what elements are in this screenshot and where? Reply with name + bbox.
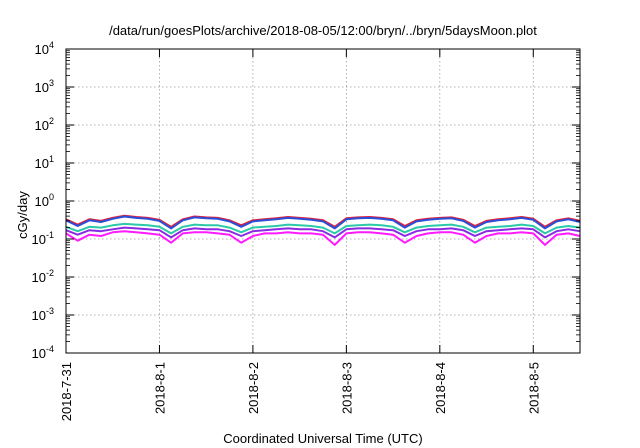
series-line-5 <box>65 230 581 246</box>
chart-title: /data/run/goesPlots/archive/2018-08-05/1… <box>109 23 537 38</box>
series-layer <box>65 214 581 246</box>
y-tick-label-exponent: 3 <box>49 78 54 88</box>
y-tick-label: 100 <box>35 192 54 209</box>
y-tick-label: 103 <box>35 78 54 95</box>
y-tick-label: 10-2 <box>32 268 54 285</box>
y-tick-label-base: 10 <box>35 118 49 133</box>
y-tick-label-base: 10 <box>32 346 46 361</box>
x-tick-label: 2018-7-31 <box>59 362 74 421</box>
y-tick-label: 104 <box>35 40 54 57</box>
series-line-3 <box>65 222 581 235</box>
y-tick-label-base: 10 <box>32 308 46 323</box>
y-tick-label-exponent: 1 <box>49 154 54 164</box>
x-tick-label: 2018-8-5 <box>526 362 541 414</box>
y-tick-label-exponent: -2 <box>46 268 54 278</box>
y-tick-label: 10-4 <box>32 344 54 361</box>
y-tick-label-exponent: -3 <box>46 306 54 316</box>
series-line-2 <box>65 215 581 230</box>
x-tick-labels: 2018-7-31 2018-8-1 2018-8-2 2018-8-3 2018-8-… <box>59 362 541 421</box>
y-tick-label-exponent: -1 <box>46 230 54 240</box>
x-axis-label: Coordinated Universal Time (UTC) <box>223 431 422 446</box>
grid <box>66 49 580 353</box>
y-tick-label-exponent: 0 <box>49 192 54 202</box>
y-tick-label: 10-3 <box>32 306 54 323</box>
x-tick-label: 2018-8-3 <box>339 362 354 414</box>
x-tick-label: 2018-8-1 <box>152 362 167 414</box>
y-tick-label-base: 10 <box>32 270 46 285</box>
y-tick-label-exponent: 4 <box>49 40 54 50</box>
y-tick-label: 101 <box>35 154 54 171</box>
ticks <box>65 48 580 354</box>
y-axis-label: cGy/day <box>15 191 30 239</box>
y-tick-label: 102 <box>35 116 54 133</box>
y-tick-label-exponent: 2 <box>49 116 54 126</box>
y-tick-label-base: 10 <box>32 232 46 247</box>
y-tick-label-base: 10 <box>35 194 49 209</box>
x-tick-label: 2018-8-4 <box>433 362 448 414</box>
x-tick-label: 2018-8-2 <box>246 362 261 414</box>
series-line-4 <box>65 226 581 239</box>
y-tick-label-exponent: -4 <box>46 344 54 354</box>
y-tick-label-base: 10 <box>35 156 49 171</box>
y-tick-label: 10-1 <box>32 230 54 247</box>
y-tick-label-base: 10 <box>35 42 49 57</box>
y-tick-label-base: 10 <box>35 80 49 95</box>
